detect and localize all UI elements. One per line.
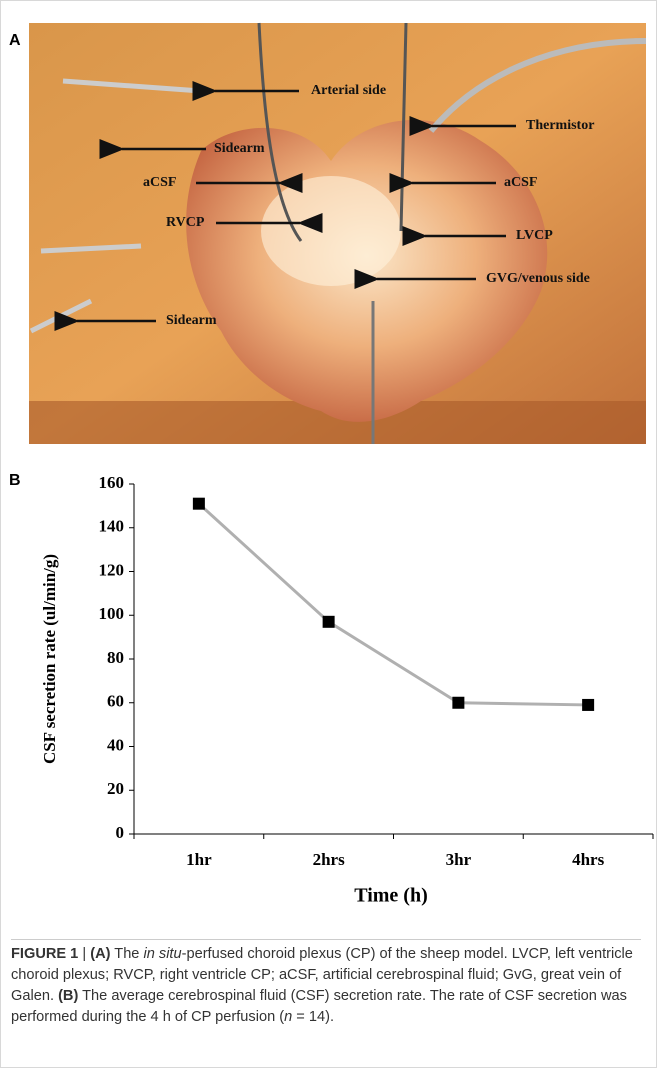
- annotation: Sidearm: [214, 141, 265, 156]
- caption-text: |: [78, 946, 91, 962]
- y-tick-label: 60: [107, 692, 124, 711]
- y-tick-label: 80: [107, 648, 124, 667]
- caption-text: = 14).: [292, 1009, 335, 1025]
- y-tick-label: 20: [107, 779, 124, 798]
- figure-graphics: A Arterial side Thermistor Sidearm aCSF …: [9, 22, 654, 907]
- annotation: Sidearm: [166, 313, 217, 328]
- marker: [192, 497, 205, 510]
- y-tick-label: 0: [116, 823, 125, 842]
- x-tick-label: 1hr: [186, 850, 212, 869]
- caption-text: The average cerebrospinal fluid (CSF) se…: [11, 988, 627, 1025]
- panel-label: B: [9, 472, 21, 489]
- annotations: [54, 81, 516, 331]
- y-tick-label: 160: [99, 473, 125, 492]
- x-tick-label: 2hrs: [313, 850, 346, 869]
- marker: [452, 696, 465, 709]
- y-tick-label: 140: [99, 517, 125, 536]
- caption-text: (B): [58, 988, 79, 1004]
- caption-text: The: [110, 946, 144, 962]
- x-tick-label: 3hr: [446, 850, 472, 869]
- annotation: RVCP: [166, 215, 205, 230]
- x-tick-label: 4hrs: [572, 850, 605, 869]
- caption-text: FIGURE 1: [11, 946, 79, 962]
- caption-text: -perfused choroid plexus (CP) of the she…: [11, 946, 633, 1004]
- x-axis-title: Time (h): [354, 885, 428, 907]
- annotation: aCSF: [143, 175, 176, 190]
- marker: [582, 698, 595, 711]
- annotation: aCSF: [504, 175, 537, 190]
- y-axis-title: CSF secretion rate (ul/min/g): [40, 554, 59, 764]
- annotation: Thermistor: [526, 118, 594, 133]
- panel-label: A: [9, 32, 21, 49]
- annotation: Arterial side: [311, 83, 386, 98]
- caption-text: n: [284, 1009, 293, 1025]
- y-tick-label: 40: [107, 735, 124, 754]
- data-line: [197, 502, 589, 707]
- caption: FIGURE 1 | (A) The in situ-perfused chor…: [11, 939, 641, 1028]
- y-tick-label: 100: [99, 604, 125, 623]
- caption-text: (A): [90, 946, 111, 962]
- annotation: GVG/venous side: [486, 271, 590, 286]
- annotation: LVCP: [516, 228, 553, 243]
- y-tick-label: 120: [99, 560, 125, 579]
- marker: [322, 615, 335, 628]
- caption-text: in situ: [143, 946, 182, 962]
